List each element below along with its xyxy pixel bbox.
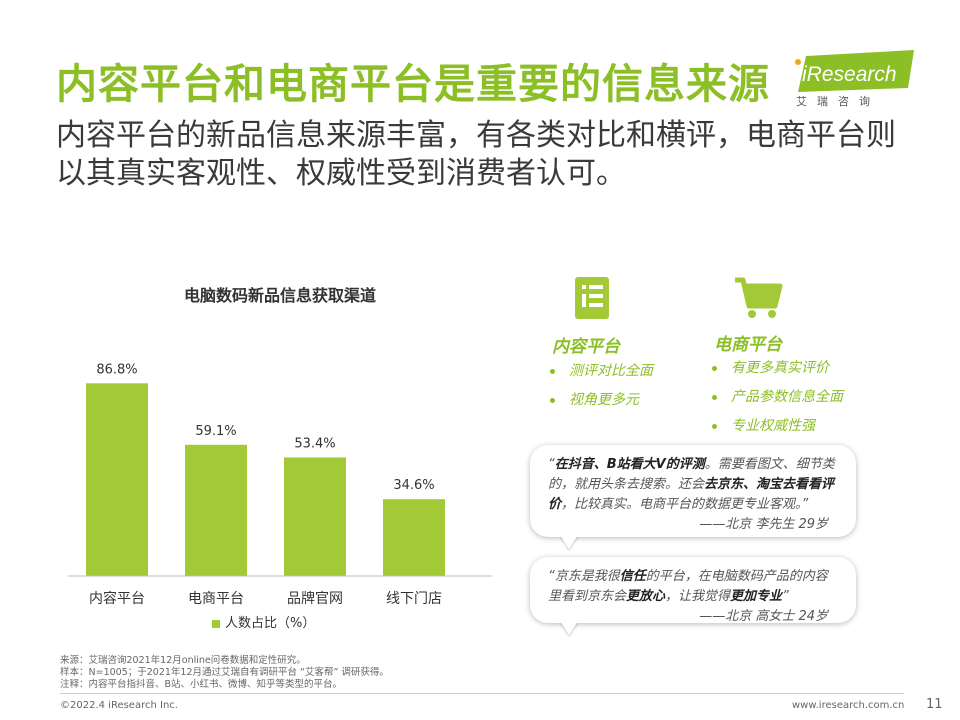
quote-text: “在抖音、B站看大V的评测。需要看图文、细节类的，就用头条去搜索。还会去京东、淘… xyxy=(548,457,835,512)
ecommerce-platform-bullets: 有更多真实评价 产品参数信息全面 专业权威性强 xyxy=(712,354,843,441)
document-icon xyxy=(575,277,609,319)
footnotes: 来源：艾瑞咨询2021年12月online问卷数据和定性研究。 样本：N=100… xyxy=(60,655,389,691)
content-platform-bullets: 测评对比全面 视角更多元 xyxy=(550,357,653,415)
footnote-source: 来源：艾瑞咨询2021年12月online问卷数据和定性研究。 xyxy=(60,655,306,666)
bar-线下门店 xyxy=(383,499,445,576)
data-label: 34.6% xyxy=(393,478,434,493)
data-label: 53.4% xyxy=(294,436,335,451)
copyright: ©2022.4 iResearch Inc. xyxy=(60,700,178,711)
bullet-item: 视角更多元 xyxy=(550,386,653,415)
quote-bubble-tail xyxy=(560,621,578,635)
quote-bubble: “在抖音、B站看大V的评测。需要看图文、细节类的，就用头条去搜索。还会去京东、淘… xyxy=(530,445,856,537)
page-number: 11 xyxy=(926,697,943,712)
bullet-item: 测评对比全面 xyxy=(550,357,653,386)
footnote-note: 注释：内容平台指抖音、B站、小红书、微博、知乎等类型的平台。 xyxy=(60,679,343,690)
category-label: 电商平台 xyxy=(188,591,244,607)
bar-电商平台 xyxy=(185,444,247,576)
shopping-cart-icon xyxy=(735,277,783,318)
footnote-sample: 样本：N=1005；于2021年12月通过艾瑞自有调研平台 “艾客帮” 调研获得… xyxy=(60,667,389,678)
data-label: 86.8% xyxy=(96,362,137,377)
content-platform-title: 内容平台 xyxy=(552,337,620,357)
chart-title: 电脑数码新品信息获取渠道 xyxy=(183,286,376,305)
quote-signature: ——北京 李先生 29岁 xyxy=(699,517,828,532)
data-label: 59.1% xyxy=(195,424,236,439)
page-title: 内容平台和电商平台是重要的信息来源 xyxy=(56,60,770,108)
bullet-item: 产品参数信息全面 xyxy=(712,383,843,412)
page-subtitle: 内容平台的新品信息来源丰富，有各类对比和横评，电商平台则以其真实客观性、权威性受… xyxy=(56,118,896,191)
footer-divider xyxy=(60,693,904,694)
ecommerce-platform-title: 电商平台 xyxy=(714,335,782,355)
logo-brand-text: iResearch xyxy=(802,63,897,86)
chart-legend: 人数占比（%） xyxy=(212,612,315,631)
iresearch-logo: iResearch xyxy=(795,50,914,92)
legend-label: 人数占比（%） xyxy=(225,616,316,631)
bar-品牌官网 xyxy=(284,457,346,576)
bullet-item: 有更多真实评价 xyxy=(712,354,843,383)
quote-bubble: “京东是我很信任的平台，在电脑数码产品的内容里看到京东会更放心，让我觉得更加专业… xyxy=(530,557,856,624)
website-link[interactable]: www.iresearch.com.cn xyxy=(792,700,905,711)
category-label: 品牌官网 xyxy=(287,590,343,607)
legend-swatch xyxy=(212,619,220,628)
category-label: 内容平台 xyxy=(89,590,145,607)
quote-signature: ——北京 高女士 24岁 xyxy=(699,609,828,624)
category-label: 线下门店 xyxy=(386,591,442,607)
quote-text: “京东是我很信任的平台，在电脑数码产品的内容里看到京东会更放心，让我觉得更加专业… xyxy=(548,569,828,604)
bullet-item: 专业权威性强 xyxy=(712,412,843,441)
bar-chart: 86.8% 内容平台 59.1% 电商平台 53.4% 品牌官网 34.6% 线下门店 xyxy=(68,362,492,607)
logo-chinese-name: 艾瑞咨询 xyxy=(796,95,880,108)
quote-bubble-tail xyxy=(560,535,578,549)
bar-内容平台 xyxy=(86,383,148,576)
